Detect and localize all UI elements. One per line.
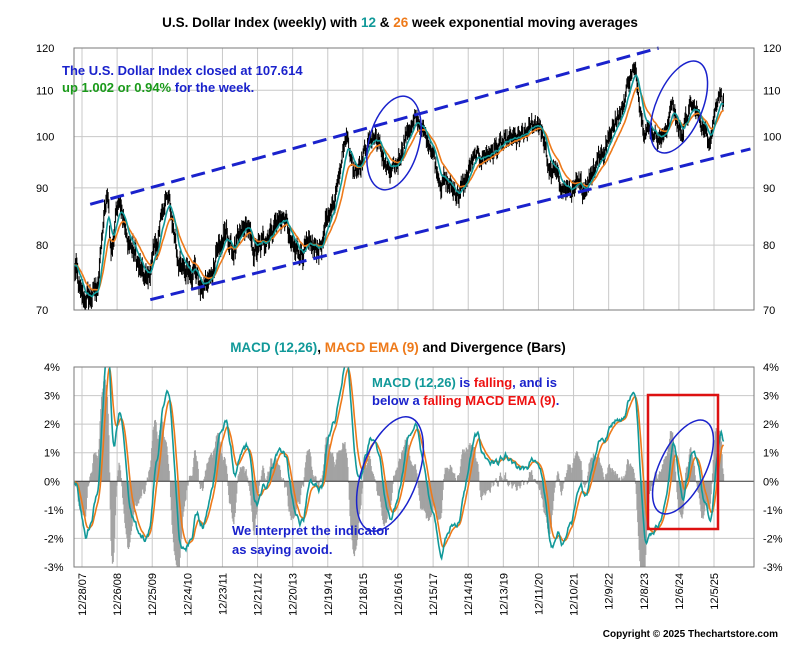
x-tick-label: 12/26/08 [112, 573, 124, 616]
price-y-tick-right: 90 [763, 183, 775, 195]
price-title-ema12: 12 [361, 15, 376, 30]
macd-y-tick-left: 4% [44, 362, 60, 374]
price-y-tick-left: 90 [36, 183, 48, 195]
price-bars [74, 61, 724, 310]
x-tick-label: 12/8/23 [639, 573, 651, 610]
macd-y-tick-right: 0% [763, 476, 779, 488]
macd-status-note-1: MACD (12,26) is falling, and is [372, 375, 557, 390]
macd-y-tick-right: -3% [763, 562, 783, 574]
price-ellipse-2024 [649, 60, 709, 154]
interpretation-note-1: We interpret the indicator [232, 523, 389, 538]
macd-status-falling: falling [474, 375, 512, 390]
x-tick-label: 12/11/20 [533, 573, 545, 615]
lower-trend-line [149, 147, 751, 302]
macd-ellipse-2016 [355, 416, 425, 532]
price-y-axis: 120 120 110 110 100 100 90 90 80 80 70 70 [36, 43, 781, 317]
x-tick-label: 12/18/15 [358, 573, 370, 616]
x-tick-label: 12/20/13 [288, 573, 300, 616]
macd-y-tick-right: 4% [763, 362, 779, 374]
macd-y-tick-right: 3% [763, 391, 779, 403]
macd-y-tick-left: 3% [44, 391, 60, 403]
price-y-tick-right: 70 [763, 305, 775, 317]
x-tick-label: 12/16/16 [393, 573, 405, 616]
macd-y-axis: 4% 4% 3% 3% 2% 2% 1% 1% 0% 0% -1% -1% -2% -2% -3% -3% [44, 362, 783, 574]
price-ellipse-2016 [366, 95, 422, 191]
price-y-tick-left: 110 [36, 85, 54, 97]
macd-y-tick-right: 1% [763, 448, 779, 460]
price-plot-frame [73, 47, 755, 311]
macd-y-tick-right: -2% [763, 533, 783, 545]
x-tick-label: 12/25/09 [147, 573, 159, 616]
price-y-tick-left: 120 [36, 43, 54, 55]
macd-y-tick-right: -1% [763, 505, 783, 517]
x-tick-label: 12/28/07 [77, 573, 89, 616]
x-tick-label: 12/14/18 [463, 573, 475, 616]
x-axis-dates: 12/28/07 12/26/08 12/25/09 12/24/10 12/23/11… [77, 573, 721, 616]
price-close-note: The U.S. Dollar Index closed at 107.614 [62, 63, 303, 78]
macd-title-macd: MACD (12,26) [230, 340, 317, 355]
macd-y-tick-left: -2% [44, 533, 64, 545]
price-y-tick-left: 70 [36, 305, 48, 317]
price-change-suffix: for the week. [171, 80, 254, 95]
x-tick-label: 12/13/19 [498, 573, 510, 616]
x-tick-label: 12/10/21 [569, 573, 581, 616]
macd-y-tick-left: -3% [44, 562, 64, 574]
macd-status-and: , and is [512, 375, 557, 390]
macd-status-is: is [456, 375, 474, 390]
price-y-tick-right: 120 [763, 43, 781, 55]
macd-highlight-box [646, 393, 720, 531]
macd-status-below: below a [372, 393, 423, 408]
x-tick-label: 12/24/10 [182, 573, 194, 616]
price-y-tick-right: 100 [763, 132, 781, 144]
price-title-ema26: 26 [393, 15, 409, 30]
ema26-line [74, 87, 725, 291]
macd-y-tick-right: 2% [763, 419, 779, 431]
upper-trend-line [89, 46, 660, 206]
price-title-part2: week exponential moving averages [408, 15, 638, 30]
x-tick-label: 12/5/25 [709, 573, 721, 610]
macd-y-tick-left: 0% [44, 476, 60, 488]
macd-y-tick-left: -1% [44, 505, 64, 517]
x-tick-label: 12/9/22 [604, 573, 616, 610]
price-change-value: up 1.002 or 0.94% [62, 80, 172, 95]
interpretation-note-2: as saying avoid. [232, 542, 332, 557]
macd-y-tick-left: 2% [44, 419, 60, 431]
ema12-line [74, 74, 724, 298]
copyright-text: Copyright © 2025 Thechartstore.com [603, 629, 778, 640]
macd-line [74, 367, 725, 561]
macd-title-part3: and Divergence (Bars) [419, 340, 566, 355]
x-tick-label: 12/6/24 [674, 573, 686, 610]
price-y-tick-right: 80 [763, 240, 775, 252]
macd-chart-title: MACD (12,26), MACD EMA (9) and Divergenc… [230, 340, 566, 355]
macd-status-falling-2: falling [423, 393, 461, 408]
price-y-tick-right: 110 [763, 85, 781, 97]
divergence-bars [74, 376, 725, 567]
macd-title-ema: MACD EMA (9) [325, 340, 419, 355]
price-y-tick-left: 100 [36, 132, 54, 144]
macd-y-tick-left: 1% [44, 448, 60, 460]
x-tick-label: 12/19/14 [323, 573, 335, 616]
macd-status-ema: MACD EMA (9) [462, 393, 556, 408]
price-chart-title: U.S. Dollar Index (weekly) with 12 & 26 … [162, 15, 638, 30]
x-tick-label: 12/23/11 [217, 573, 229, 615]
x-tick-label: 12/21/12 [253, 573, 265, 616]
macd-ellipse-2024 [651, 419, 715, 515]
macd-status-note-2: below a falling MACD EMA (9). [372, 393, 559, 408]
price-title-amp: & [376, 15, 393, 30]
x-tick-label: 12/15/17 [428, 573, 440, 616]
macd-plot-frame [73, 366, 755, 568]
price-y-tick-left: 80 [36, 240, 48, 252]
macd-status-period: . [556, 393, 560, 408]
macd-ema9-line [74, 367, 725, 548]
price-title-part1: U.S. Dollar Index (weekly) with [162, 15, 361, 30]
macd-title-sep: , [317, 340, 325, 355]
price-change-note: up 1.002 or 0.94% for the week. [62, 80, 254, 95]
macd-status-macd: MACD (12,26) [372, 375, 456, 390]
